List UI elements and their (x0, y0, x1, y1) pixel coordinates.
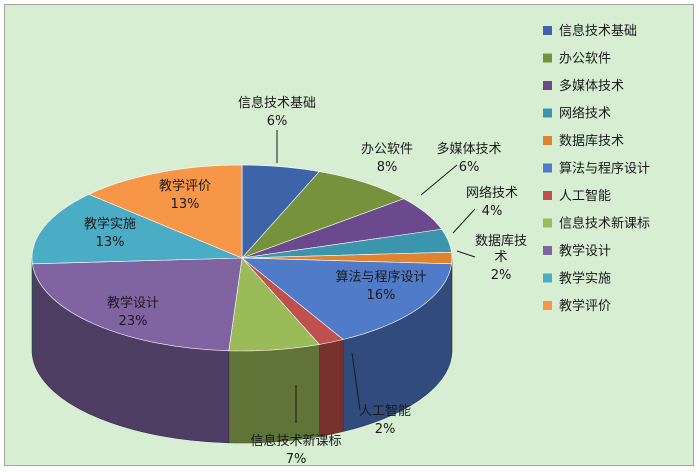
legend-entry-4: 网络技术 (543, 106, 611, 122)
legend-swatch (543, 53, 552, 63)
data-label-3: 多媒体技术 6% (436, 141, 501, 175)
data-label-category: 教学评价 (159, 178, 211, 194)
slice-6 (241, 257, 452, 340)
pie-top (31, 164, 453, 352)
legend: 信息技术基础办公软件多媒体技术网络技术数据库技术算法与程序设计人工智能信息技术新… (543, 23, 650, 314)
leader-line (456, 250, 476, 258)
slice-7-side (319, 339, 344, 437)
leader-lines (276, 130, 476, 423)
legend-swatch (543, 108, 552, 118)
data-label-value: 13% (171, 197, 200, 212)
data-label-11: 教学评价 13% (159, 178, 211, 212)
leader-line (420, 164, 458, 196)
data-label-category: 教学设计 (107, 295, 159, 311)
legend-swatch (543, 218, 552, 228)
data-label-value: 16% (367, 288, 396, 303)
data-label-value: 6% (459, 160, 480, 175)
legend-swatch (543, 136, 552, 145)
legend-swatch (543, 163, 552, 173)
legend-label: 教学评价 (559, 298, 611, 314)
slice-11 (88, 164, 243, 259)
data-label-2: 办公软件 8% (361, 142, 413, 175)
data-label-category: 数据库技 (475, 233, 527, 249)
data-label-category: 信息技术基础 (238, 95, 316, 111)
data-label-value: 13% (96, 235, 125, 250)
pie-depth (31, 257, 453, 444)
data-label-category: 术 (494, 250, 507, 265)
slice-9 (32, 257, 243, 352)
data-label-4: 网络技术 4% (466, 185, 518, 219)
data-label-5: 数据库技术 2% (475, 233, 527, 283)
data-label-7: 人工智能 2% (359, 404, 411, 437)
legend-label: 网络技术 (559, 106, 611, 122)
legend-swatch (543, 273, 552, 283)
legend-label: 信息技术新课标 (559, 216, 650, 232)
data-label-value: 4% (482, 204, 503, 219)
data-label-category: 多媒体技术 (436, 141, 501, 157)
data-label-value: 6% (267, 114, 288, 129)
legend-entry-10: 教学实施 (543, 271, 611, 287)
legend-entry-6: 算法与程序设计 (543, 162, 650, 177)
data-label-category: 办公软件 (361, 142, 413, 157)
data-label-9: 教学设计 23% (107, 295, 159, 329)
legend-label: 多媒体技术 (559, 78, 624, 94)
slice-2 (241, 171, 405, 259)
leader-line (452, 208, 476, 234)
leader-line (351, 352, 361, 411)
data-label-8: 信息技术新课标 7% (250, 433, 341, 467)
data-label-category: 教学实施 (84, 216, 136, 232)
data-label-1: 信息技术基础 6% (238, 95, 316, 129)
data-label-value: 2% (491, 268, 512, 283)
data-labels: 信息技术基础 6% 办公软件 8% 多媒体技术 6% 网络技术 4% 数据库技术 2% 算法与程序设… (84, 95, 527, 467)
data-label-category: 人工智能 (359, 404, 411, 419)
data-label-value: 23% (119, 314, 148, 329)
legend-entry-9: 教学设计 (543, 243, 611, 259)
legend-swatch (543, 301, 552, 310)
legend-swatch (543, 191, 552, 200)
data-label-value: 8% (377, 160, 398, 175)
legend-entry-5: 数据库技术 (543, 133, 624, 149)
pie-chart: 信息技术基础 6% 办公软件 8% 多媒体技术 6% 网络技术 4% 数据库技术 2% 算法与程序设… (31, 23, 650, 467)
data-label-category: 信息技术新课标 (250, 433, 341, 449)
chart-frame: 信息技术基础 6% 办公软件 8% 多媒体技术 6% 网络技术 4% 数据库技术 2% 算法与程序设… (4, 4, 694, 467)
legend-label: 教学实施 (559, 271, 611, 287)
legend-entry-2: 办公软件 (543, 52, 611, 67)
legend-entry-11: 教学评价 (543, 298, 611, 314)
legend-swatch (543, 81, 552, 90)
legend-label: 数据库技术 (559, 133, 624, 149)
slice-10 (31, 194, 243, 265)
legend-entry-8: 信息技术新课标 (543, 216, 650, 232)
data-label-10: 教学实施 13% (84, 216, 136, 250)
slice-8-side (228, 344, 320, 444)
legend-swatch (543, 26, 552, 35)
legend-label: 信息技术基础 (559, 23, 637, 39)
legend-label: 算法与程序设计 (559, 162, 650, 177)
legend-swatch (543, 246, 552, 255)
legend-label: 教学设计 (559, 243, 611, 259)
legend-entry-7: 人工智能 (543, 189, 611, 204)
data-label-category: 算法与程序设计 (335, 270, 426, 285)
data-label-category: 网络技术 (466, 185, 518, 201)
legend-label: 人工智能 (559, 189, 611, 204)
legend-entry-3: 多媒体技术 (543, 78, 624, 94)
legend-label: 办公软件 (559, 52, 611, 67)
data-label-6: 算法与程序设计 16% (335, 270, 426, 303)
legend-entry-1: 信息技术基础 (543, 23, 637, 39)
data-label-value: 7% (286, 452, 307, 467)
data-label-value: 2% (375, 422, 396, 437)
